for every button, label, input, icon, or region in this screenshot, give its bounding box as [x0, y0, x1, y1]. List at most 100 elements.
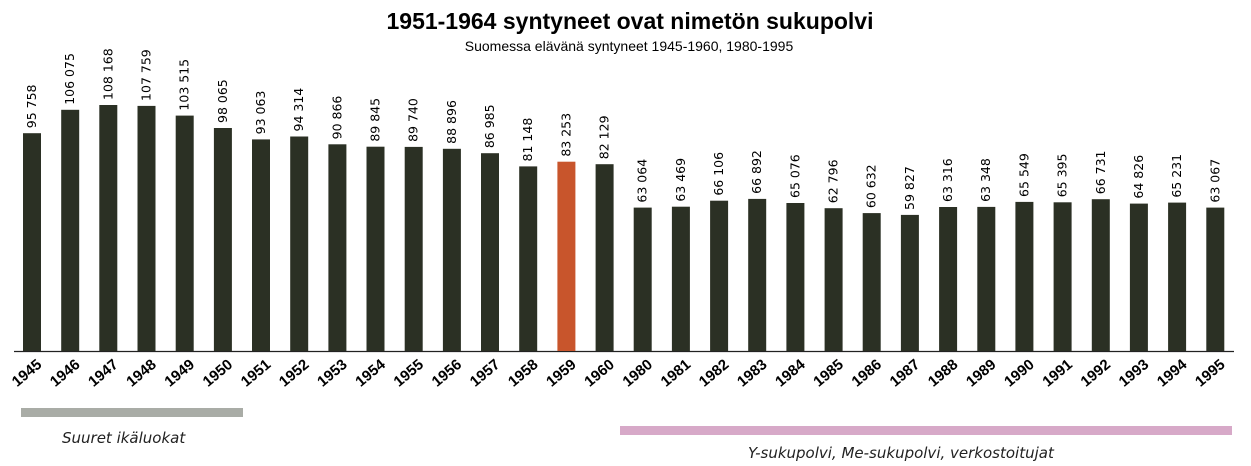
value-label-1957: 86 985 — [482, 104, 497, 148]
value-label-1951: 93 063 — [253, 91, 268, 135]
bar-1956 — [442, 148, 461, 351]
x-tick-label-1946: 1946 — [47, 356, 83, 390]
bar-1953 — [328, 144, 347, 351]
bar-1993 — [1129, 203, 1148, 351]
bar-1990 — [1015, 201, 1034, 351]
value-label-1981: 63 469 — [673, 158, 688, 202]
bar-1959 — [557, 161, 576, 351]
value-label-1990: 65 549 — [1016, 153, 1031, 197]
value-label-1989: 63 348 — [978, 158, 993, 202]
x-tick-label-1985: 1985 — [810, 356, 846, 390]
value-label-1994: 65 231 — [1169, 154, 1184, 198]
value-label-1986: 60 632 — [864, 164, 879, 208]
bar-1983 — [748, 198, 767, 351]
x-tick-label-1945: 1945 — [9, 356, 45, 390]
x-tick-label-1952: 1952 — [276, 356, 312, 390]
x-tick-label-1957: 1957 — [467, 356, 503, 390]
bar-1987 — [900, 214, 919, 351]
x-tick-label-1980: 1980 — [619, 356, 655, 390]
bar-1986 — [862, 213, 881, 351]
value-label-1955: 89 740 — [406, 98, 421, 142]
value-label-1958: 81 148 — [520, 118, 535, 162]
bar-1994 — [1168, 202, 1187, 351]
value-label-1987: 59 827 — [902, 166, 917, 210]
bar-1989 — [977, 206, 996, 351]
value-label-1992: 66 731 — [1093, 150, 1108, 194]
value-label-1946: 106 075 — [62, 53, 77, 105]
value-label-1960: 82 129 — [597, 115, 612, 159]
bar-1957 — [481, 153, 499, 351]
bar-1955 — [404, 146, 423, 351]
value-label-1947: 108 168 — [100, 48, 115, 100]
x-tick-label-1989: 1989 — [963, 356, 999, 390]
bar-1984 — [786, 203, 805, 351]
x-tick-label-1981: 1981 — [658, 356, 694, 390]
x-tick-label-1990: 1990 — [1001, 356, 1037, 390]
bar-1945 — [23, 133, 41, 351]
x-tick-label-1992: 1992 — [1078, 356, 1114, 390]
x-tick-label-1956: 1956 — [429, 356, 465, 390]
x-tick-label-1953: 1953 — [314, 356, 350, 390]
x-tick-label-1993: 1993 — [1116, 356, 1152, 390]
x-tick-label-1986: 1986 — [849, 356, 885, 390]
bar-1988 — [939, 207, 958, 351]
value-label-1953: 90 866 — [329, 96, 344, 140]
bar-1982 — [710, 200, 729, 351]
bar-1947 — [99, 105, 118, 351]
x-tick-label-1983: 1983 — [734, 356, 770, 390]
chart-subtitle: Suomessa elävänä syntyneet 1945-1960, 19… — [464, 38, 794, 54]
value-label-1982: 66 106 — [711, 152, 726, 196]
value-label-1984: 65 076 — [787, 154, 802, 198]
value-label-1949: 103 515 — [177, 59, 192, 111]
bar-1985 — [824, 208, 843, 351]
bar-1946 — [61, 109, 80, 351]
bar-1949 — [175, 115, 194, 351]
bar-1980 — [633, 207, 652, 351]
x-tick-label-1987: 1987 — [887, 356, 923, 390]
group-label-suuret-ikaluokat: Suuret ikäluokat — [62, 429, 186, 447]
bar-1951 — [252, 139, 270, 351]
group-label-y-sukupolvi: Y-sukupolvi, Me-sukupolvi, verkostoituja… — [748, 444, 1054, 462]
bar-1948 — [137, 105, 156, 352]
x-tick-label-1958: 1958 — [505, 356, 541, 390]
chart-title: 1951-1964 syntyneet ovat nimetön sukupol… — [386, 8, 874, 34]
bar-1958 — [519, 166, 538, 351]
value-label-1991: 65 395 — [1055, 154, 1070, 198]
bar-1992 — [1091, 199, 1110, 351]
value-label-1985: 62 796 — [826, 159, 841, 203]
bar-1950 — [213, 128, 232, 351]
bar-1991 — [1053, 202, 1072, 351]
x-tick-label-1947: 1947 — [85, 356, 121, 390]
group-band-suuret-ikaluokat — [21, 408, 243, 417]
value-label-1945: 95 758 — [24, 84, 39, 128]
value-label-1988: 63 316 — [940, 158, 955, 202]
x-tick-label-1995: 1995 — [1192, 356, 1228, 390]
value-label-1959: 83 253 — [558, 113, 573, 157]
x-tick-label-1949: 1949 — [161, 356, 197, 390]
value-label-1956: 88 896 — [444, 100, 459, 144]
x-tick-label-1984: 1984 — [772, 356, 809, 391]
x-tick-label-1950: 1950 — [200, 356, 236, 390]
value-label-1995: 63 067 — [1207, 159, 1222, 203]
x-tick-label-1954: 1954 — [352, 356, 389, 391]
bar-1995 — [1206, 207, 1225, 351]
x-tick-label-1955: 1955 — [390, 356, 426, 390]
x-tick-label-1959: 1959 — [543, 356, 579, 390]
x-tick-label-1960: 1960 — [581, 356, 617, 390]
value-label-1983: 66 892 — [749, 150, 764, 194]
bar-1954 — [366, 146, 385, 351]
x-tick-label-1951: 1951 — [238, 356, 274, 390]
value-label-1980: 63 064 — [635, 159, 650, 203]
value-label-1993: 64 826 — [1131, 155, 1146, 199]
x-tick-label-1948: 1948 — [123, 356, 159, 390]
x-tick-label-1991: 1991 — [1039, 356, 1075, 390]
group-band-y-sukupolvi — [620, 426, 1232, 435]
bar-1952 — [290, 136, 309, 351]
bar-1960 — [595, 164, 614, 351]
x-tick-label-1994: 1994 — [1154, 356, 1191, 391]
value-label-1950: 98 065 — [215, 79, 230, 123]
x-tick-label-1982: 1982 — [696, 356, 732, 390]
value-label-1952: 94 314 — [291, 88, 306, 132]
x-tick-label-1988: 1988 — [925, 356, 961, 390]
